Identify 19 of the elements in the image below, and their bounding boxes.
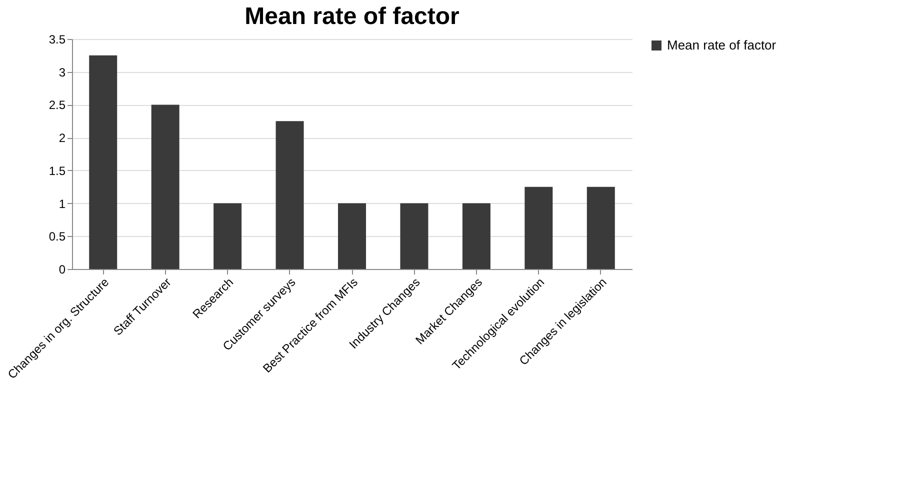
y-tick-label: 0 [58,262,66,276]
y-tick-label: 1 [58,196,66,211]
y-tick-label: 2.5 [48,98,66,112]
legend-label: Mean rate of factor [667,38,777,52]
bar [151,104,180,269]
y-tick-label: 2 [58,131,66,146]
bar [586,186,615,269]
bar [462,203,490,269]
y-tick-label: 0.5 [48,230,66,244]
y-tick-label: 3 [58,65,66,80]
bar [524,186,553,269]
y-tick-label: 1.5 [48,164,66,178]
chart-title: Mean rate of factor [244,3,460,30]
bar [338,203,366,269]
bar [400,203,428,269]
bar [214,203,242,269]
bar [276,121,304,269]
y-tick-label: 3.5 [48,32,66,46]
bar [89,55,118,269]
